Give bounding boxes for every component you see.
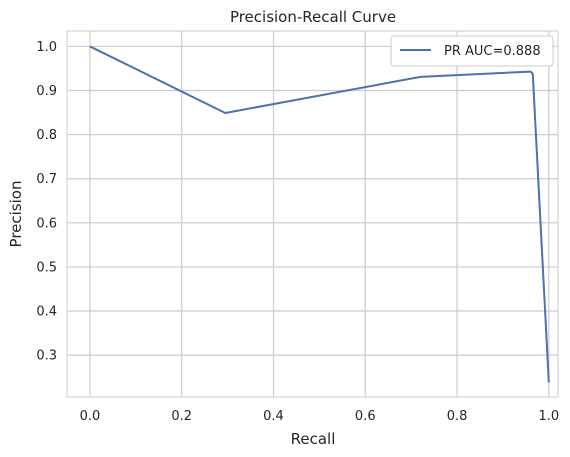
- x-tick-label: 1.0: [538, 409, 559, 424]
- plot-area: [66, 30, 559, 398]
- x-tick-label: 0.2: [171, 409, 192, 424]
- legend: PR AUC=0.888: [390, 35, 554, 67]
- legend-box: [390, 35, 554, 67]
- x-tick-label: 0.6: [355, 409, 376, 424]
- y-tick-label: 0.8: [36, 128, 57, 143]
- y-tick-label: 1.0: [36, 40, 57, 55]
- plot-frame: [66, 30, 559, 398]
- y-tick-label: 0.7: [36, 172, 57, 187]
- chart-title: Precision-Recall Curve: [230, 8, 396, 26]
- y-tick-label: 0.4: [36, 305, 57, 320]
- y-axis-label: Precision: [7, 181, 25, 248]
- x-tick-label: 0.0: [80, 409, 101, 424]
- x-tick-label: 0.8: [447, 409, 468, 424]
- legend-label: PR AUC=0.888: [444, 44, 541, 59]
- series-line-0: [89, 45, 550, 383]
- y-tick-label: 0.9: [36, 84, 57, 99]
- y-tick-label: 0.6: [36, 216, 57, 231]
- y-tick-label: 0.3: [36, 349, 57, 364]
- x-tick-label: 0.4: [263, 409, 284, 424]
- y-axis-ticks: 0.3 0.4 0.5 0.6 0.7 0.8 0.9 1.0: [36, 40, 57, 364]
- x-axis-label: Recall: [291, 430, 336, 448]
- y-tick-label: 0.5: [36, 260, 57, 275]
- series-layer: [89, 45, 550, 383]
- x-axis-ticks: 0.0 0.2 0.4 0.6 0.8 1.0: [80, 409, 560, 424]
